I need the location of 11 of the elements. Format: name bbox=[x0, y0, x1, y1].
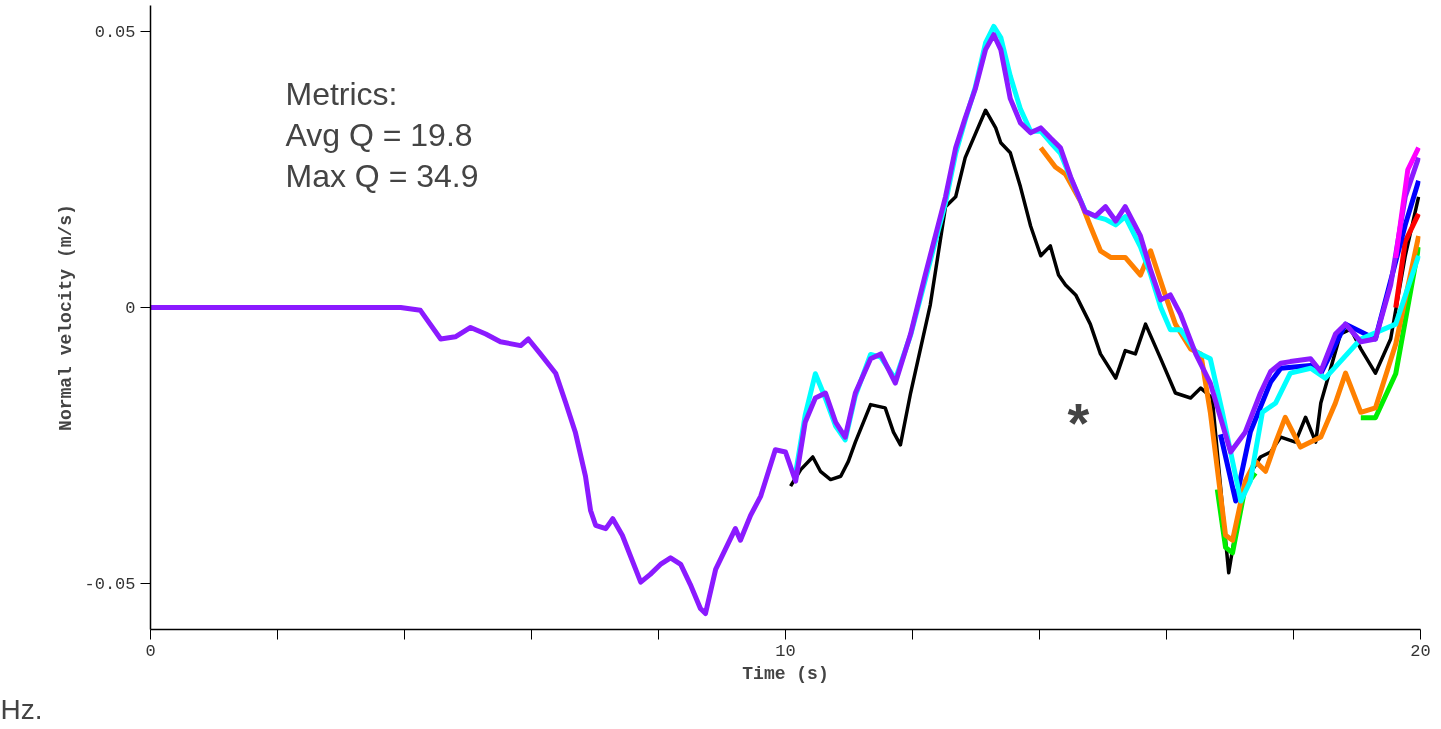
x-tick-label: 0 bbox=[145, 641, 156, 661]
x-axis-title: Time (s) bbox=[742, 663, 829, 684]
y-tick-label: 0 bbox=[125, 299, 136, 319]
y-axis-title: Normal velocity (m/s) bbox=[56, 204, 77, 431]
x-tick-label: 10 bbox=[775, 641, 796, 661]
y-tick-label: -0.05 bbox=[84, 574, 136, 594]
y-tick-label: 0.05 bbox=[94, 23, 136, 43]
text: Hz. bbox=[0, 693, 43, 725]
annotation: Metrics: Avg Q = 19.8 Max Q = 34.9 bbox=[285, 75, 479, 195]
x-tick-label: 20 bbox=[1410, 641, 1431, 661]
annotation: * bbox=[1067, 390, 1090, 454]
